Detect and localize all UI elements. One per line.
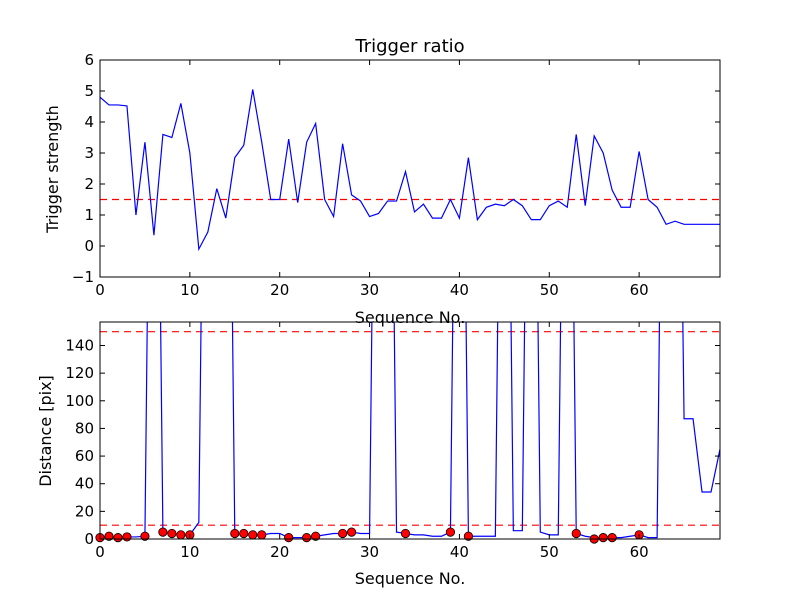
data-point-marker [400,528,411,539]
y-tick-label: 0 [84,237,94,255]
data-point-marker [122,532,132,542]
x-axis-label: Sequence No. [355,569,466,588]
y-tick-label: 120 [65,364,94,382]
distance-subplot: Sequence No. Distance [pix] 0 10 20 30 40 50 6… [36,321,721,588]
y-tick-label: 100 [65,392,94,410]
y-tick-label: 60 [75,447,94,465]
data-point-marker [230,528,240,539]
data-point-marker [158,527,168,537]
data-point-marker [571,528,581,539]
y-tick-label: 4 [84,113,94,131]
y-tick-label: 3 [84,144,94,162]
y-tick-label: 5 [84,82,94,100]
x-tick-label: 20 [270,281,289,299]
data-point-marker [346,527,357,537]
x-tick-label: 30 [360,543,379,561]
data-point-marker [463,531,474,541]
x-tick-label: 20 [270,543,289,561]
y-tick-label: −1 [72,268,94,286]
axes-frame [99,59,721,278]
series-line [100,89,720,252]
data-point-marker [167,528,177,539]
data-point-marker [113,533,123,543]
data-point-marker [607,533,617,543]
data-point-marker [445,527,456,537]
x-tick-label: 40 [450,281,469,299]
data-point-marker [140,531,150,541]
data-point-marker [302,533,312,543]
x-tick-label: 30 [360,281,379,299]
y-tick-label: 0 [84,530,94,548]
data-point-marker [257,530,267,540]
y-tick-label: 140 [65,336,94,354]
y-tick-label: 40 [75,475,94,493]
data-point-marker [284,533,294,543]
data-point-marker [311,531,321,541]
x-tick-label: 0 [95,543,105,561]
x-tick-label: 60 [630,543,649,561]
y-tick-label: 2 [84,175,94,193]
y-tick-label: 6 [84,51,94,69]
data-point-marker [239,528,249,539]
data-point-marker [338,528,348,539]
y-tick-label: 1 [84,206,94,224]
data-point-marker [176,530,186,540]
y-tick-label: 20 [75,502,94,520]
data-point-marker [598,533,608,543]
x-tick-label: 40 [450,543,469,561]
x-tick-label: 0 [95,281,105,299]
x-tick-label: 50 [540,281,559,299]
x-tick-label: 10 [180,543,199,561]
data-point-marker [104,531,114,541]
x-tick-label: 60 [630,281,649,299]
trigger-ratio-subplot: Trigger ratio Sequence No. Trigger stren… [43,36,721,327]
axes-frame [99,321,721,540]
y-axis-label: Trigger strength [43,105,62,234]
x-tick-label: 50 [540,543,559,561]
chart-title: Trigger ratio [354,36,464,57]
plot-area [100,89,720,252]
data-point-marker [248,530,258,540]
y-tick-label: 80 [75,419,94,437]
x-tick-label: 10 [180,281,199,299]
y-axis-label: Distance [pix] [36,375,55,487]
